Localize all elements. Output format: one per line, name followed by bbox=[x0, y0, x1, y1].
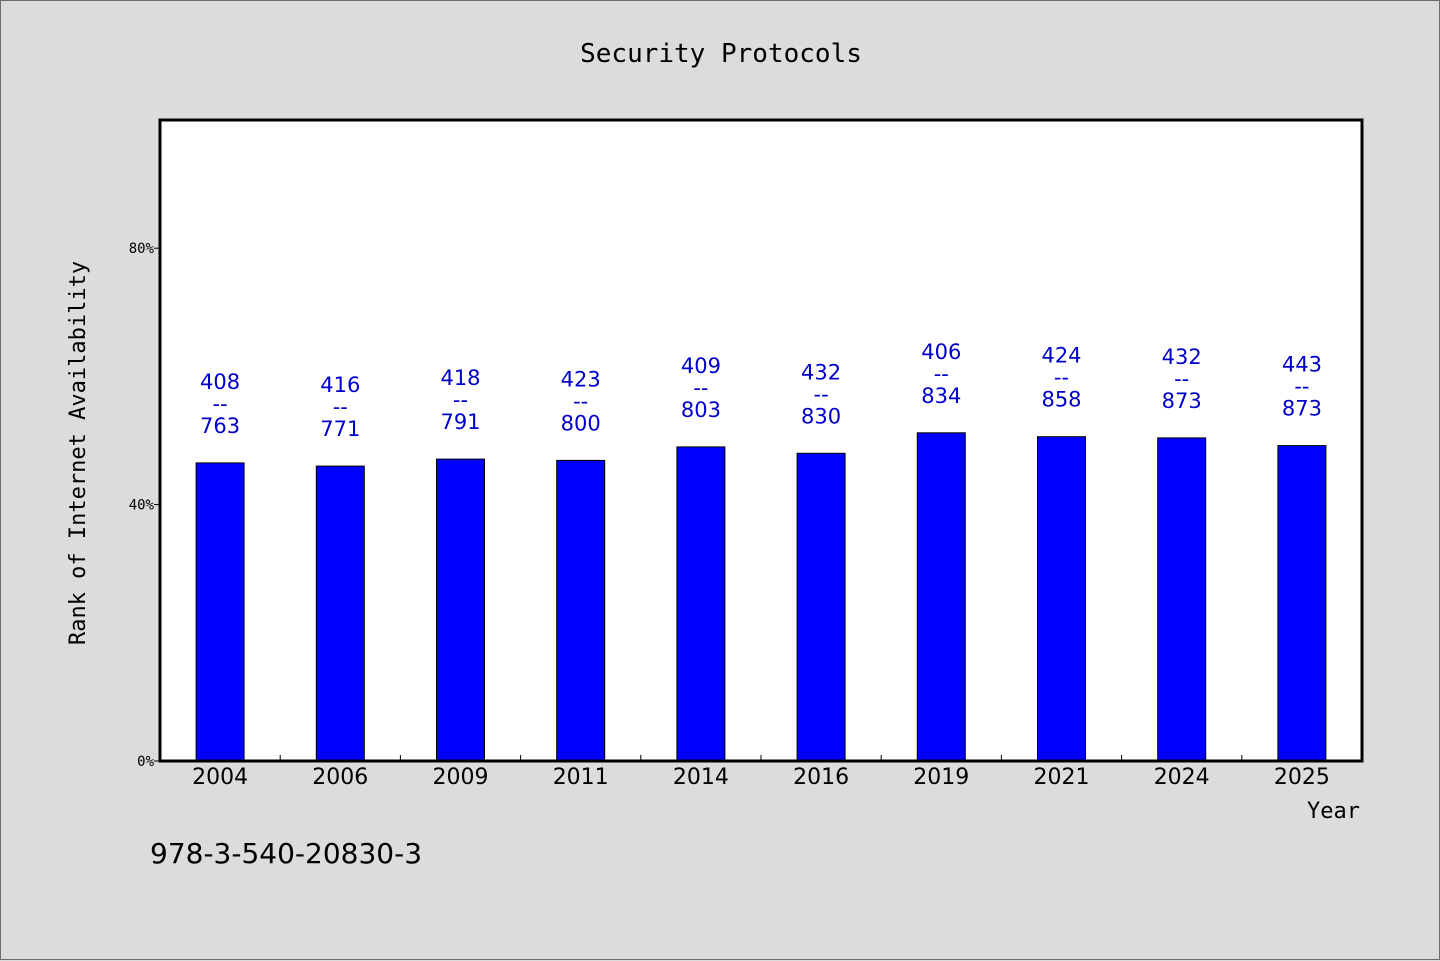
x-tick-label-2016: 2016 bbox=[793, 765, 849, 790]
bar-label-sep-2011: -- bbox=[573, 389, 588, 413]
bar-label-sep-2009: -- bbox=[453, 388, 468, 412]
x-tick-label-2021: 2021 bbox=[1034, 765, 1090, 790]
bar-label-top-2025: 443 bbox=[1282, 353, 1322, 377]
y-tick-label-80: 80% bbox=[129, 241, 155, 257]
bar-2004 bbox=[195, 462, 245, 762]
bars-layer bbox=[195, 432, 1327, 762]
bar-label-bottom-2009: 791 bbox=[440, 410, 480, 434]
bar-label-sep-2006: -- bbox=[333, 395, 348, 419]
x-tick-label-2025: 2025 bbox=[1274, 765, 1330, 790]
x-tick-label-2004: 2004 bbox=[192, 765, 248, 790]
bar-label-top-2024: 432 bbox=[1162, 345, 1202, 369]
bar-label-top-2006: 416 bbox=[320, 373, 360, 397]
bar-label-bottom-2025: 873 bbox=[1282, 397, 1322, 421]
bar-label-top-2004: 408 bbox=[200, 370, 240, 394]
bar-label-bottom-2006: 771 bbox=[320, 417, 360, 441]
bar-label-bottom-2024: 873 bbox=[1162, 389, 1202, 413]
bar-2024 bbox=[1157, 437, 1207, 762]
bar-label-bottom-2016: 830 bbox=[801, 404, 841, 428]
bar-label-sep-2004: -- bbox=[213, 392, 228, 416]
bar-2019 bbox=[916, 432, 966, 762]
y-axis: 0% 40% 80% bbox=[129, 241, 160, 770]
bar-label-top-2021: 424 bbox=[1041, 344, 1081, 368]
x-tick-label-2019: 2019 bbox=[913, 765, 969, 790]
bar-label-bottom-2004: 763 bbox=[200, 414, 240, 438]
bar-label-sep-2025: -- bbox=[1294, 375, 1309, 399]
bar-2021 bbox=[1037, 436, 1086, 762]
bar-2014 bbox=[676, 446, 726, 762]
bar-labels-layer: 408--763416--771418--791423--800409--803… bbox=[200, 340, 1322, 441]
bar-2025 bbox=[1277, 445, 1327, 762]
x-axis: 2004 2006 2009 2011 2014 2016 2019 2021 2024 2025 bbox=[192, 755, 1330, 790]
x-tick-label-2014: 2014 bbox=[673, 765, 729, 790]
bar-label-sep-2024: -- bbox=[1174, 367, 1189, 391]
bar-label-top-2009: 418 bbox=[440, 366, 480, 390]
bar-label-sep-2014: -- bbox=[693, 376, 708, 400]
bar-label-bottom-2011: 800 bbox=[561, 411, 601, 435]
bar-2011 bbox=[556, 459, 606, 762]
bar-label-bottom-2014: 803 bbox=[681, 398, 721, 422]
bar-label-top-2014: 409 bbox=[681, 354, 721, 378]
y-tick-label-40: 40% bbox=[129, 498, 155, 514]
bar-label-bottom-2021: 858 bbox=[1041, 388, 1081, 412]
bar-label-sep-2019: -- bbox=[934, 362, 949, 386]
y-axis-title: Rank of Internet Availability bbox=[66, 261, 91, 645]
bar-label-sep-2021: -- bbox=[1054, 366, 1069, 390]
bar-2006 bbox=[315, 465, 365, 762]
bar-2016 bbox=[796, 452, 846, 762]
bar-label-top-2016: 432 bbox=[801, 360, 841, 384]
bar-label-sep-2016: -- bbox=[814, 382, 829, 406]
bar-label-bottom-2019: 834 bbox=[921, 384, 961, 408]
isbn-footer: 978-3-540-20830-3 bbox=[150, 837, 422, 870]
x-tick-label-2024: 2024 bbox=[1154, 765, 1210, 790]
x-tick-label-2006: 2006 bbox=[312, 765, 368, 790]
x-tick-label-2009: 2009 bbox=[433, 765, 489, 790]
chart-title: Security Protocols bbox=[580, 39, 862, 69]
bar-2009 bbox=[436, 458, 485, 762]
bar-label-top-2011: 423 bbox=[561, 367, 601, 391]
x-tick-label-2011: 2011 bbox=[553, 765, 609, 790]
y-tick-label-0: 0% bbox=[137, 754, 154, 770]
x-axis-title: Year bbox=[1307, 799, 1360, 824]
bar-label-top-2019: 406 bbox=[921, 340, 961, 364]
